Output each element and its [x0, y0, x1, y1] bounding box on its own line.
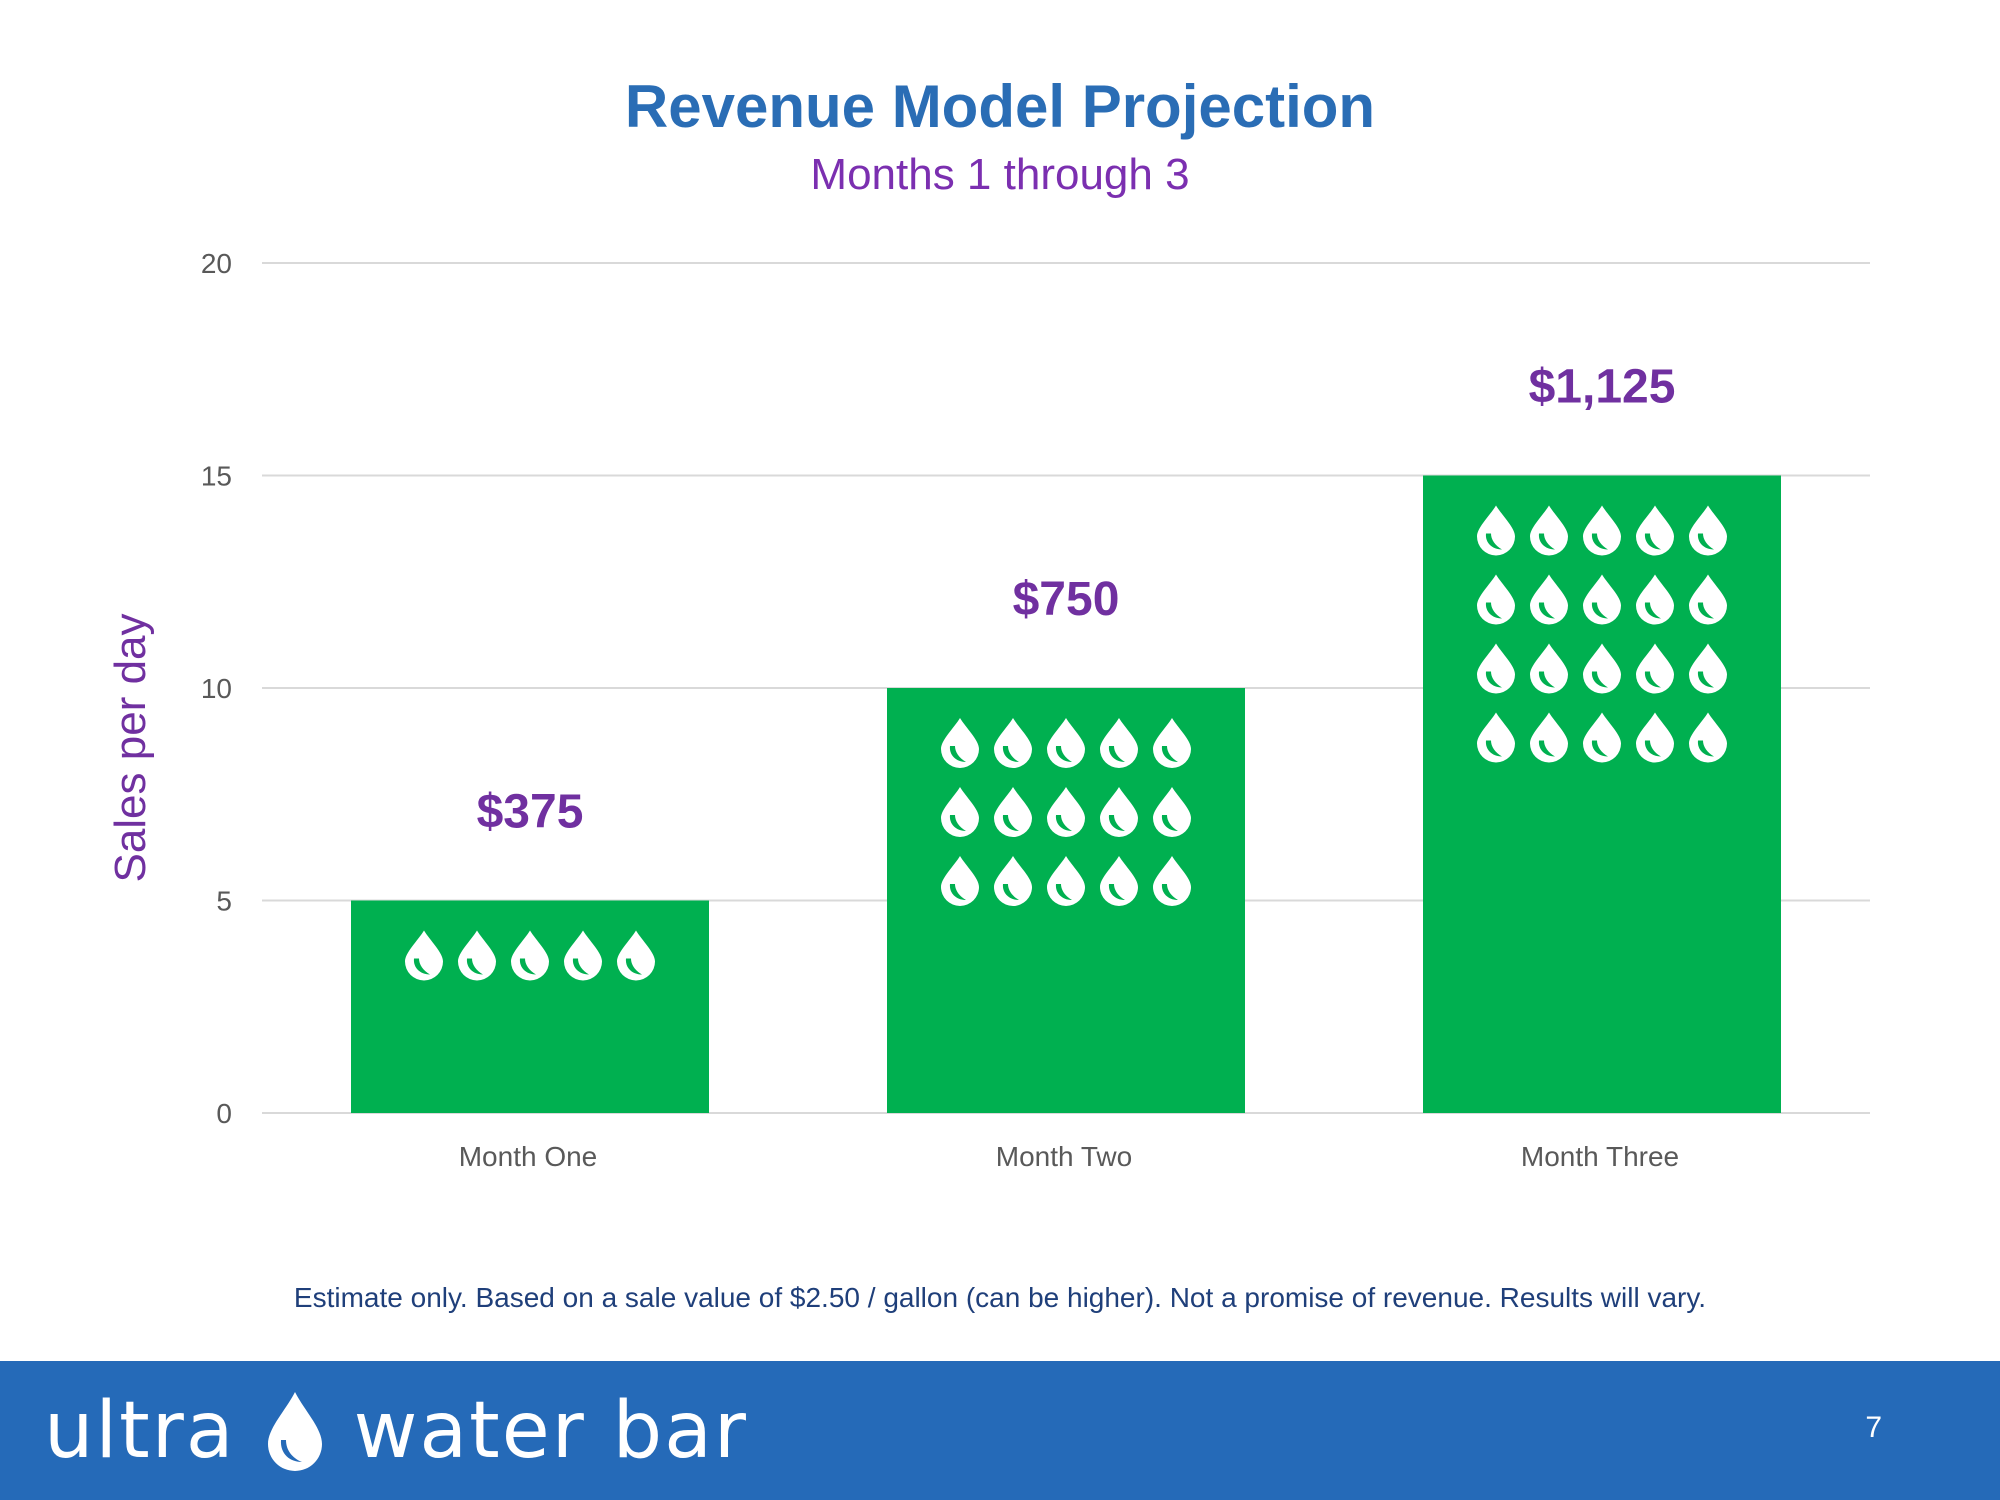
water-drop-icon: [1100, 718, 1138, 768]
chart-subtitle: Months 1 through 3: [810, 150, 1190, 199]
water-drop-icon: [1583, 505, 1621, 556]
y-tick-label: 15: [201, 461, 232, 492]
x-tick-label: Month Two: [996, 1141, 1132, 1172]
y-tick-label: 0: [216, 1098, 232, 1129]
water-drop-icon: [1047, 718, 1085, 768]
x-tick-label: Month Three: [1521, 1141, 1679, 1172]
water-drop-icon: [1530, 574, 1568, 625]
water-drop-icon: [264, 1390, 326, 1472]
water-drop-icon: [1153, 787, 1191, 837]
water-drop-icon: [564, 930, 602, 981]
water-drop-icon: [1477, 505, 1515, 556]
y-tick-label: 20: [201, 248, 232, 279]
water-drop-icon: [1153, 718, 1191, 768]
water-drop-icon: [941, 787, 979, 837]
water-drop-icon: [1689, 643, 1727, 694]
water-drop-icon: [994, 718, 1032, 768]
brand-logo: ultra water bar: [44, 1381, 748, 1481]
brand-word-ultra: ultra: [44, 1386, 236, 1476]
water-drop-icon: [1583, 574, 1621, 625]
water-drop-icon: [941, 856, 979, 906]
water-drop-icon: [1100, 856, 1138, 906]
water-drop-icon: [941, 718, 979, 768]
water-drop-icon: [458, 930, 496, 981]
water-drop-icon: [994, 856, 1032, 906]
brand-word-water-bar: water bar: [353, 1386, 748, 1476]
water-drop-icon: [1530, 643, 1568, 694]
water-drop-icon: [1477, 712, 1515, 763]
water-drop-icon: [1047, 856, 1085, 906]
x-tick-label: Month One: [459, 1141, 598, 1172]
water-drop-icon: [1100, 787, 1138, 837]
water-drop-icon: [1689, 574, 1727, 625]
bar-3: [1423, 475, 1781, 1113]
bar-chart: 0 5 10 15 20 Sales per day $375 Month One $750 Mo…: [106, 248, 1870, 1172]
water-drop-icon: [994, 787, 1032, 837]
y-tick-label: 10: [201, 673, 232, 704]
chart-title: Revenue Model Projection: [624, 73, 1376, 140]
water-drop-icon: [617, 930, 655, 981]
footer-bar: ultra water bar 7: [0, 1361, 2000, 1500]
water-drop-icon: [1689, 505, 1727, 556]
water-drop-icon: [1583, 712, 1621, 763]
data-label: $1,125: [1529, 361, 1676, 414]
water-drop-icon: [511, 930, 549, 981]
water-drop-icon: [1477, 643, 1515, 694]
data-label: $750: [1013, 573, 1120, 626]
footnote: Estimate only. Based on a sale value of …: [293, 1282, 1707, 1313]
water-drop-icon: [1153, 856, 1191, 906]
page-number: 7: [1865, 1411, 1882, 1444]
water-drop-icon: [1477, 574, 1515, 625]
water-drop-icon: [1583, 643, 1621, 694]
y-tick-label: 5: [216, 886, 232, 917]
water-drop-icon: [1530, 505, 1568, 556]
water-drop-icon: [1689, 712, 1727, 763]
water-drop-icon: [1636, 712, 1674, 763]
y-axis-label: Sales per day: [106, 613, 155, 882]
water-drop-icon: [405, 930, 443, 981]
water-drop-icon: [1636, 643, 1674, 694]
water-drop-icon: [1636, 574, 1674, 625]
data-label: $375: [477, 786, 584, 839]
water-drop-icon: [1636, 505, 1674, 556]
water-drop-icon: [1047, 787, 1085, 837]
water-drop-icon: [1530, 712, 1568, 763]
